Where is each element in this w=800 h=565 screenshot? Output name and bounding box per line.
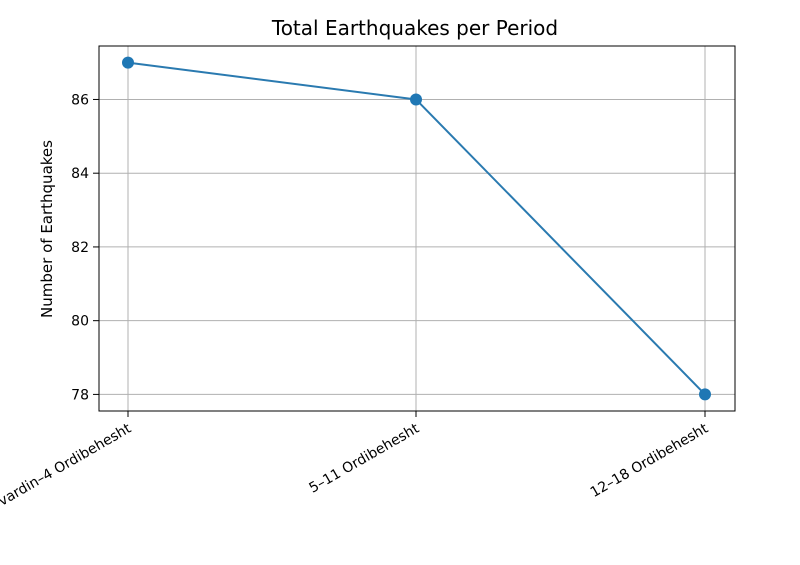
- x-tick-label: 29 Farvardin–4 Ordibehesht: [0, 420, 134, 531]
- series: [122, 56, 711, 401]
- y-tick-label: 82: [71, 240, 89, 256]
- chart-title: Total Earthquakes per Period: [271, 16, 558, 40]
- x-tick-label: 5–11 Ordibehesht: [307, 420, 423, 496]
- data-point: [699, 388, 711, 401]
- axis-ticks: 29 Farvardin–4 Ordibehesht 5–11 Ordibehes…: [0, 92, 711, 531]
- grid-lines: [99, 46, 735, 411]
- plot-frame: [98, 45, 736, 412]
- y-tick-label: 86: [71, 92, 89, 108]
- y-tick-label: 84: [71, 166, 89, 182]
- data-point: [122, 56, 134, 69]
- data-point: [410, 93, 422, 106]
- y-tick-label: 80: [71, 314, 89, 330]
- y-tick-label: 78: [71, 387, 89, 403]
- x-tick-label: 12–18 Ordibehesht: [588, 420, 712, 501]
- y-axis-label: Number of Earthquakes: [38, 140, 56, 318]
